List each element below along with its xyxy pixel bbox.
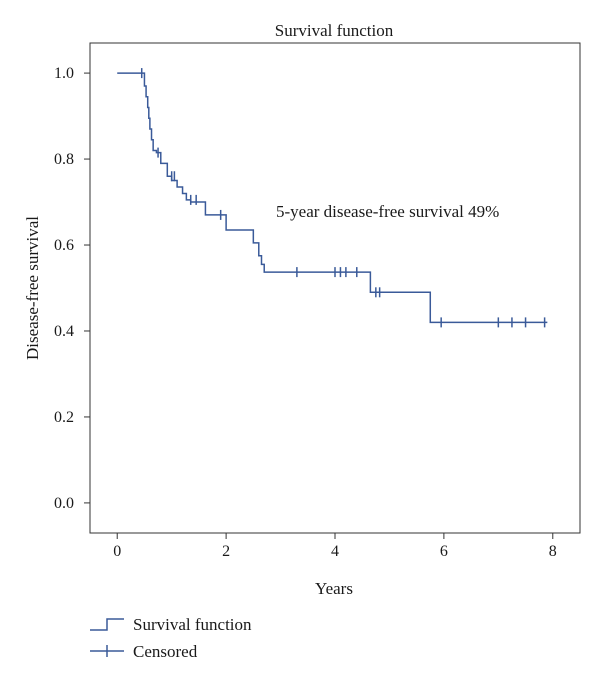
legend-survival-label: Survival function [133,615,252,634]
y-axis: 0.0 0.2 0.4 0.6 0.8 1.0 [54,65,90,512]
x-axis: 0 2 4 6 8 [113,533,557,560]
x-axis-label: Years [315,579,353,598]
chart-title: Survival function [275,21,394,40]
y-axis-label: Disease-free survival [23,216,42,360]
plot-frame [89,42,581,534]
legend-survival-swatch [90,618,124,631]
x-tick-label: 6 [440,543,448,560]
y-tick-label: 0.4 [54,323,74,340]
legend: Survival function Censored [90,615,252,661]
y-tick-label: 0.8 [54,151,74,168]
y-tick-label: 0.2 [54,409,74,426]
x-tick-label: 2 [222,543,230,560]
plot-area [117,68,548,328]
annotation-5yr-survival: 5-year disease-free survival 49% [276,202,499,221]
survival-function-curve [117,72,548,324]
x-tick-label: 4 [331,543,339,560]
y-tick-label: 0.0 [54,495,74,512]
x-tick-label: 0 [113,543,121,560]
y-tick-label: 0.6 [54,237,74,254]
y-tick-label: 1.0 [54,65,74,82]
legend-censored-label: Censored [133,642,198,661]
x-tick-label: 8 [549,543,557,560]
